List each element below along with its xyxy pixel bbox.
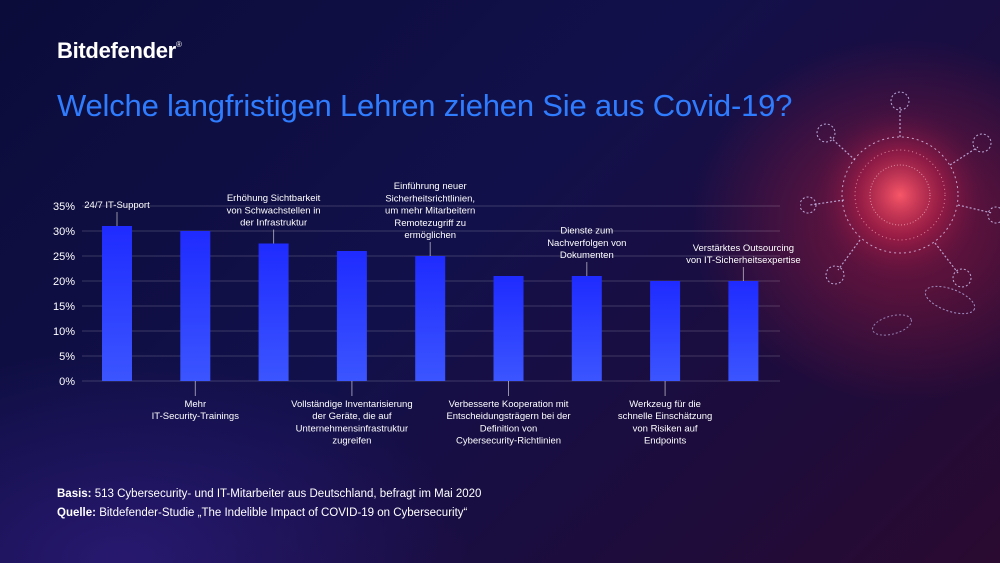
annotation-line: schnelle Einschätzung (618, 411, 713, 422)
annotation-line: Mehr (184, 399, 206, 410)
y-tick-label: 5% (59, 351, 75, 363)
annotation-line: Dienste zum (560, 226, 613, 237)
annotation-line: Endpoints (644, 436, 687, 447)
page-title: Welche langfristigen Lehren ziehen Sie a… (57, 88, 793, 123)
annotation-line: Erhöhung Sichtbarkeit (227, 193, 321, 204)
annotation-line: der Geräte, die auf (312, 411, 392, 422)
annotation-line: IT-Security-Trainings (152, 411, 240, 422)
bar (258, 243, 289, 381)
annotation-line: Vollständige Inventarisierung (291, 399, 412, 410)
annotation-line: Sicherheitsrichtlinien, (385, 193, 475, 204)
bar (102, 226, 132, 381)
annotation-line: Unternehmensinfrastruktur (296, 423, 408, 434)
y-tick-label: 25% (53, 251, 75, 263)
bar (180, 231, 211, 381)
footer-source: Quelle: Bitdefender-Studie „The Indelibl… (57, 507, 467, 519)
annotation-line: Entscheidungsträgern bei der (446, 411, 570, 422)
annotation-line: von IT-Sicherheitsexpertise (686, 255, 801, 266)
bar-annotations: 24/7 IT-Support MehrIT-Security-Trainings… (84, 181, 800, 446)
bar-annotation: Verbesserte Kooperation mitEntscheidungs… (446, 399, 570, 447)
annotation-line: um mehr Mitarbeitern (385, 206, 475, 217)
brand-name: Bitdefender (57, 38, 176, 63)
virus-illustration (800, 91, 1000, 336)
source-text: Bitdefender-Studie „The Indelible Impact… (99, 507, 468, 519)
bar (650, 281, 681, 381)
bar-annotation: 24/7 IT-Support (84, 200, 150, 211)
annotation-line: Verbesserte Kooperation mit (449, 399, 569, 410)
bar (493, 276, 524, 381)
annotation-line: ermöglichen (404, 230, 456, 241)
source-label: Quelle: (57, 507, 96, 519)
annotation-line: Einführung neuer (394, 181, 467, 192)
annotation-line: Nachverfolgen von (547, 238, 626, 249)
annotation-line: von Schwachstellen in (227, 205, 321, 216)
annotation-line: Werkzeug für die (629, 399, 701, 410)
brand-logo: Bitdefender® (57, 38, 182, 64)
annotation-line: Verstärktes Outsourcing (693, 243, 794, 254)
y-tick-label: 35% (53, 201, 75, 213)
y-tick-label: 0% (59, 376, 75, 388)
footer-basis: Basis: 513 Cybersecurity- und IT-Mitarbe… (57, 488, 481, 500)
bars (102, 226, 759, 381)
y-tick-label: 10% (53, 326, 75, 338)
annotation-line: zugreifen (332, 436, 371, 447)
y-tick-label: 15% (53, 301, 75, 313)
bar (415, 256, 446, 381)
bar (571, 276, 602, 381)
y-tick-label: 20% (53, 276, 75, 288)
registered-mark: ® (175, 40, 182, 49)
annotation-line: 24/7 IT-Support (84, 200, 150, 211)
basis-label: Basis: (57, 488, 92, 500)
annotation-line: Cybersecurity-Richtlinien (456, 436, 561, 447)
y-tick-label: 30% (53, 226, 75, 238)
annotation-line: Definition von (480, 423, 538, 434)
annotation-line: Dokumenten (560, 250, 614, 261)
y-axis: 0% 5% 10% 15% 20% 25% 30% 35% (53, 201, 75, 388)
bar (336, 251, 367, 381)
annotation-line: Remotezugriff zu (394, 218, 466, 229)
basis-text: 513 Cybersecurity- und IT-Mitarbeiter au… (94, 488, 482, 500)
annotation-line: der Infrastruktur (240, 218, 307, 229)
annotation-line: von Risiken auf (633, 423, 698, 434)
bar (728, 281, 759, 381)
